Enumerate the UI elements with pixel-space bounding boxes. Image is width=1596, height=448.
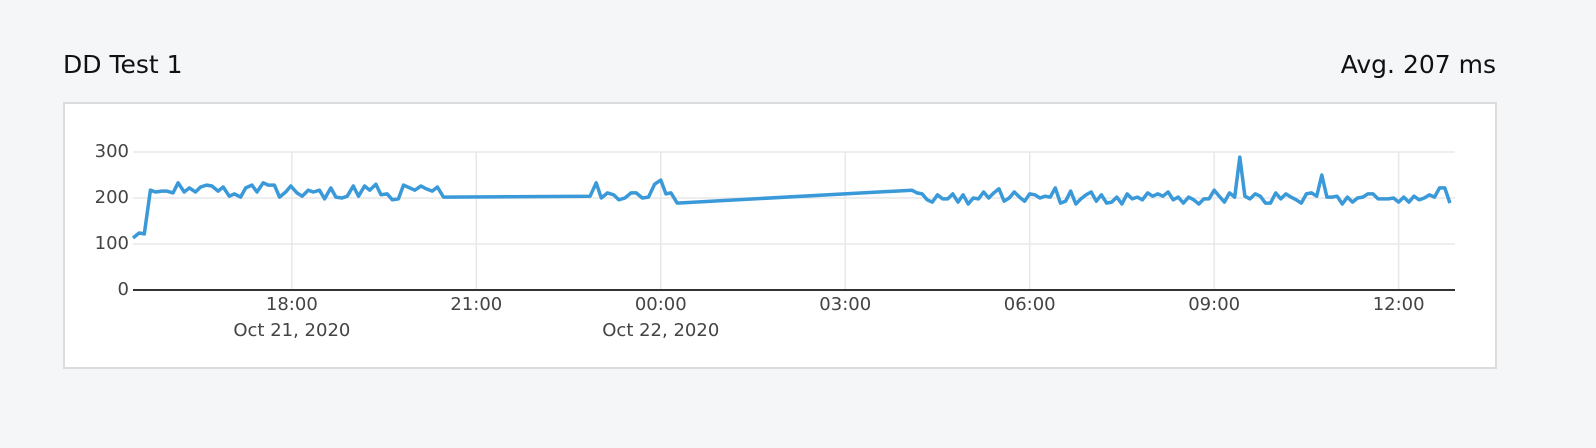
x-tick-label: 06:00 (1004, 294, 1056, 315)
x-tick-label: 00:00 (635, 294, 687, 315)
widget-title: DD Test 1 (63, 50, 183, 79)
x-tick-label: 21:00 (450, 294, 502, 315)
x-date-label: Oct 21, 2020 (233, 320, 350, 341)
y-tick-label: 300 (95, 141, 129, 162)
x-date-label: Oct 22, 2020 (602, 320, 719, 341)
x-tick-label: 12:00 (1373, 294, 1425, 315)
x-tick-label: 03:00 (819, 294, 871, 315)
y-tick-label: 100 (95, 233, 129, 254)
chart-card (63, 102, 1497, 369)
x-tick-label: 18:00 (266, 294, 318, 315)
data-line (131, 155, 1452, 240)
x-tick-label: 09:00 (1188, 294, 1240, 315)
y-tick-label: 0 (118, 279, 129, 300)
average-label: Avg. 207 ms (1341, 50, 1496, 79)
y-tick-label: 200 (95, 187, 129, 208)
